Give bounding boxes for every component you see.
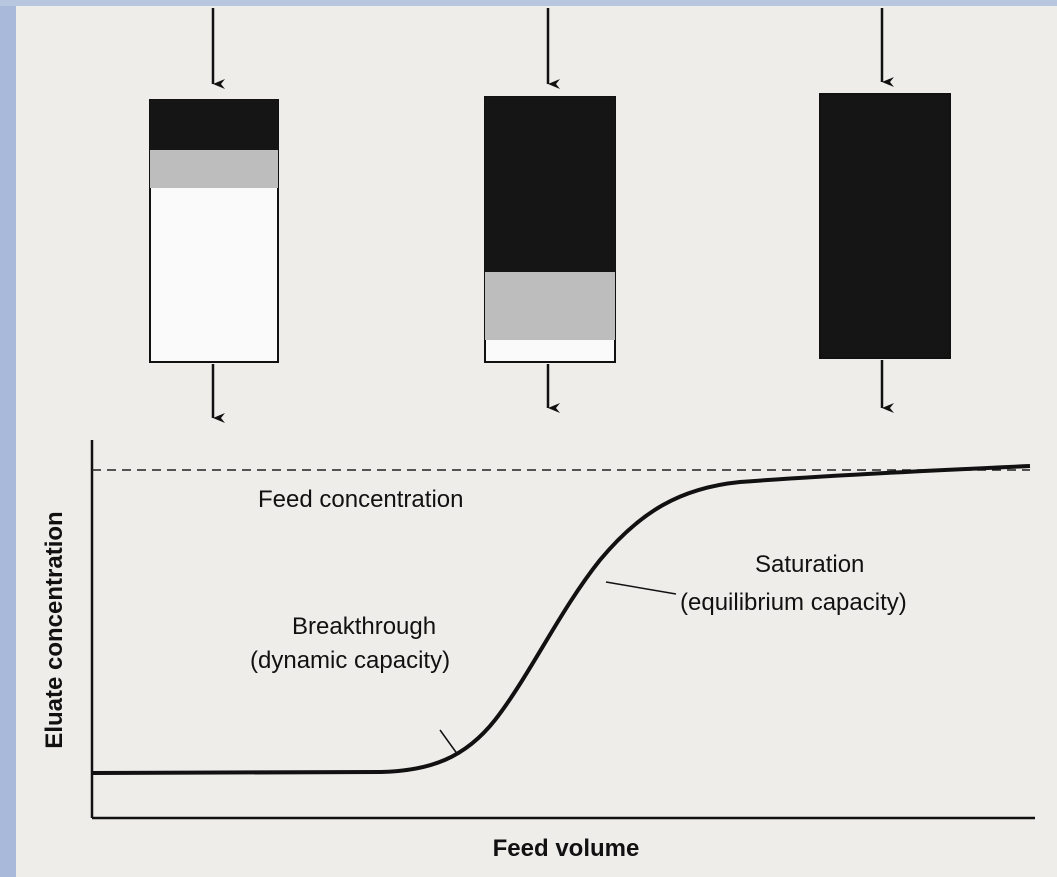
y-axis-label: Eluate concentration (41, 511, 68, 748)
feed-concentration-label: Feed concentration (258, 486, 463, 513)
left-border (0, 0, 16, 877)
saturation-subtitle: (equilibrium capacity) (680, 589, 907, 616)
breakthrough-subtitle: (dynamic capacity) (250, 647, 450, 674)
top-border (0, 0, 1057, 6)
breakthrough-title: Breakthrough (292, 613, 436, 640)
x-axis-label: Feed volume (493, 835, 640, 862)
saturation-title: Saturation (755, 551, 864, 578)
diagram: Feed concentration Saturation (equilibri… (0, 0, 1057, 877)
column-3 (820, 94, 950, 358)
column-2 (485, 97, 615, 362)
column-1 (150, 100, 278, 362)
